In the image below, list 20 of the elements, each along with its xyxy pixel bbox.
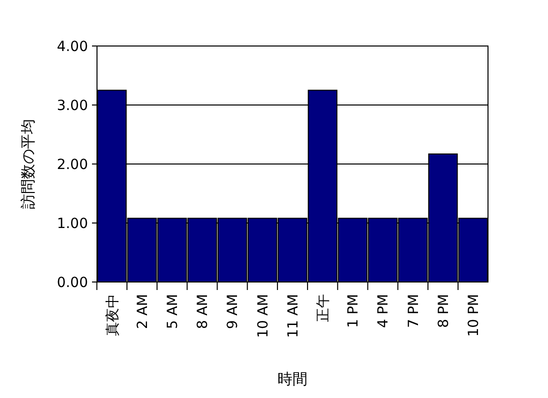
x-tick-label: 10 AM	[255, 294, 272, 338]
y-tick-label: 0.00	[56, 274, 88, 291]
y-tick-label: 4.00	[56, 38, 88, 55]
x-tick-label: 10 PM	[466, 294, 482, 337]
x-tick-label: 真夜中	[104, 294, 121, 336]
x-tick-label: 11 AM	[285, 294, 302, 338]
y-axis-title: 訪問数の平均	[19, 119, 37, 209]
x-tick-label: 正午	[316, 294, 332, 322]
y-tick-label: 3.00	[56, 98, 88, 114]
x-tick-label: 1 PM	[346, 294, 362, 328]
x-tick-label: 8 PM	[436, 294, 452, 328]
y-tick-label: 2.00	[56, 156, 88, 173]
x-tick-label: 4 PM	[376, 294, 392, 328]
x-tick-label: 9 AM	[225, 294, 242, 330]
x-axis-title: 時間	[278, 370, 308, 388]
x-tick-label: 2 AM	[134, 294, 151, 330]
x-tick-label: 5 AM	[165, 294, 181, 330]
x-tick-label: 8 AM	[195, 294, 212, 330]
x-tick-label: 7 PM	[406, 294, 422, 328]
y-tick-label: 1.00	[56, 216, 88, 232]
